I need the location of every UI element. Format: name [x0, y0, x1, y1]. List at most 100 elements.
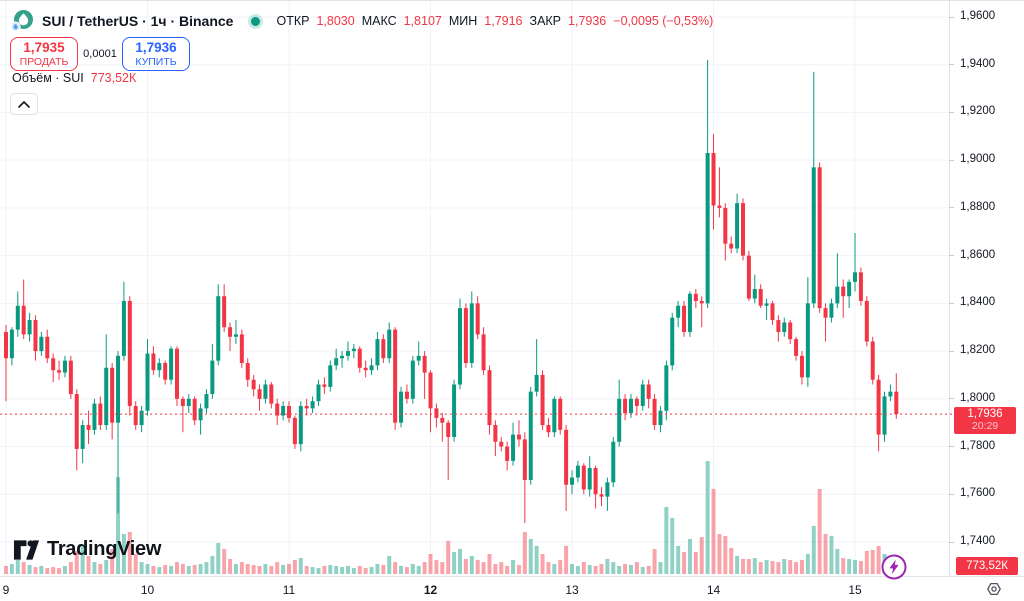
volume-bar — [239, 562, 244, 574]
candle-body — [27, 320, 32, 335]
candle-body — [505, 446, 510, 461]
price-tick-label: 1,8000 — [960, 391, 996, 404]
change-value: −0,0095 (−0,53%) — [613, 14, 714, 28]
last-price-axis-label: 1,7936 20:29 — [954, 407, 1016, 434]
buy-label: КУПИТЬ — [135, 55, 177, 68]
low-value: 1,7916 — [484, 14, 523, 28]
candle-body — [145, 353, 150, 411]
volume-bar — [328, 564, 333, 574]
price-tick-label: 1,7600 — [960, 487, 996, 500]
price-tick-mark — [949, 446, 954, 448]
candle-body — [475, 303, 480, 335]
volume-bar — [516, 564, 521, 574]
symbol-title[interactable]: SUI / TetherUS · 1ч · Binance — [42, 13, 234, 29]
volume-bar — [864, 550, 869, 574]
sell-button[interactable]: 1,7935 ПРОДАТЬ — [10, 37, 78, 71]
candle-body — [752, 289, 757, 299]
candle-body — [493, 425, 498, 442]
volume-bar — [522, 532, 527, 574]
candle-body — [393, 329, 398, 423]
candle-body — [21, 305, 26, 335]
candle-body — [121, 300, 126, 356]
candle-body — [717, 205, 722, 208]
lightning-icon[interactable] — [881, 554, 907, 580]
candle-body — [853, 272, 858, 282]
price-tick-label: 1,9400 — [960, 57, 996, 70]
volume-bar — [51, 567, 56, 574]
candle-body — [823, 308, 828, 318]
volume-bar — [858, 560, 863, 574]
volume-bar — [4, 565, 8, 574]
volume-bar — [581, 562, 586, 574]
volume-bar — [281, 564, 286, 574]
volume-bar — [717, 533, 722, 574]
volume-bar — [705, 461, 710, 574]
time-tick-label: 11 — [282, 583, 296, 597]
candle-body — [593, 468, 598, 495]
sui-logo-icon — [10, 10, 33, 32]
tradingview-logo-link[interactable]: TradingView — [13, 538, 161, 561]
candle-body — [623, 398, 628, 414]
volume-bar — [746, 558, 751, 574]
market-status-icon[interactable] — [251, 16, 261, 26]
price-tick-label: 1,8200 — [960, 344, 996, 357]
volume-bar — [340, 567, 345, 574]
volume-bar — [257, 565, 262, 574]
price-tick-label: 1,8800 — [960, 200, 996, 213]
volume-bar — [835, 548, 840, 574]
candle-body — [169, 348, 174, 380]
collapse-header-button[interactable] — [10, 93, 38, 115]
candle-body — [375, 339, 380, 366]
volume-bar — [104, 559, 109, 574]
candle-body — [499, 441, 504, 447]
candle-body — [487, 370, 492, 426]
volume-bar — [640, 567, 645, 574]
volume-bar — [711, 488, 716, 574]
buy-button[interactable]: 1,7936 КУПИТЬ — [122, 37, 190, 71]
gear-icon[interactable] — [986, 581, 1002, 597]
volume-bar — [570, 563, 575, 574]
volume-bar — [216, 543, 221, 574]
candle-body — [186, 398, 191, 406]
price-tick-mark — [949, 255, 954, 257]
volume-bar — [157, 567, 162, 574]
bar-countdown: 20:29 — [971, 420, 999, 432]
candle-body — [357, 348, 362, 368]
volume-bar — [676, 545, 681, 574]
volume-bar — [664, 507, 669, 574]
candle-body — [652, 398, 657, 426]
volume-bar — [634, 562, 639, 574]
volume-bar — [723, 535, 728, 574]
volume-bar — [552, 563, 557, 574]
candle-body — [404, 391, 409, 399]
volume-bar — [811, 525, 816, 574]
volume-bar — [151, 565, 156, 574]
volume-bar — [316, 568, 321, 574]
volume-bar — [475, 559, 480, 574]
candle-body — [9, 329, 14, 359]
time-tick-label: 10 — [140, 583, 155, 597]
volume-bar — [658, 562, 663, 574]
volume-bar — [133, 553, 138, 574]
candle-body — [481, 334, 486, 371]
volume-bar — [180, 563, 185, 574]
price-tick-mark — [949, 541, 954, 543]
candle-body — [4, 332, 8, 359]
candle-body — [534, 374, 539, 392]
volume-bar — [116, 477, 121, 574]
candle-body — [570, 477, 575, 485]
volume-bar — [493, 563, 498, 574]
volume-bar — [428, 553, 433, 574]
volume-bar — [534, 545, 539, 574]
candle-body — [174, 348, 179, 399]
candle-body — [269, 384, 274, 404]
candle-body — [228, 327, 233, 337]
spread-value: 0,0001 — [83, 48, 117, 60]
volume-bar — [817, 488, 822, 574]
volume-bar — [752, 558, 757, 574]
volume-indicator-legend[interactable]: Объём · SUI 773,52К — [12, 71, 136, 85]
sell-price: 1,7935 — [23, 40, 65, 56]
candle-body — [316, 384, 321, 402]
candle-body — [670, 317, 675, 366]
